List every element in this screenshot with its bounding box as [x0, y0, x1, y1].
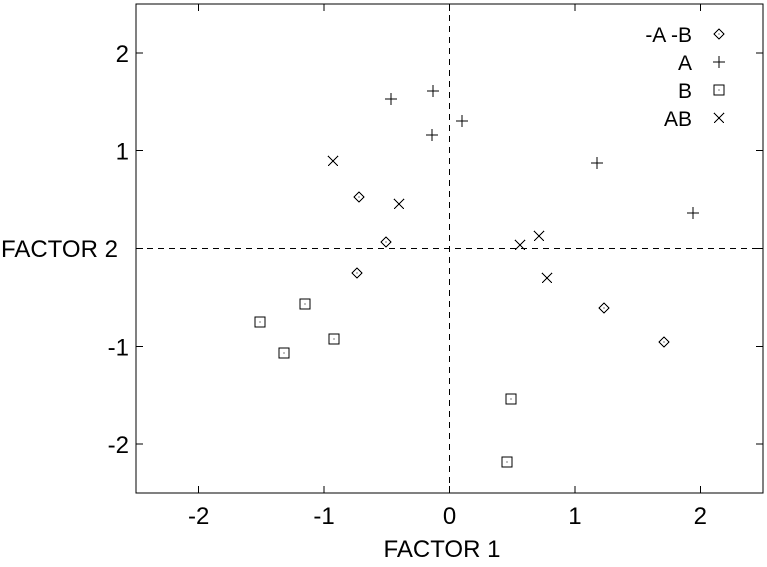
tick-marks — [136, 4, 763, 493]
plus-marker — [591, 157, 603, 169]
cross-marker — [713, 112, 725, 124]
cross-marker — [541, 272, 553, 284]
series-1-points — [351, 191, 670, 348]
diamond-dot-marker — [713, 28, 725, 40]
legend-label: B — [678, 80, 692, 103]
y-axis-tick-label: -2 — [108, 432, 129, 459]
diamond-dot-marker — [353, 191, 365, 203]
plus-marker — [427, 85, 439, 97]
legend: -A -B AB AB — [645, 24, 725, 131]
diamond-dot-marker — [598, 302, 610, 314]
y-axis-title: FACTOR 2 — [1, 236, 118, 263]
legend-label: AB — [664, 108, 692, 131]
square-dot-marker — [501, 456, 513, 468]
square-dot-marker — [505, 393, 517, 405]
series-4-points — [327, 155, 553, 284]
diamond-dot-marker — [380, 236, 392, 248]
cross-marker — [393, 198, 405, 210]
y-axis-tick-label: -1 — [108, 334, 129, 361]
x-axis-title: FACTOR 1 — [384, 536, 501, 563]
plus-marker — [426, 129, 438, 141]
cross-marker — [327, 155, 339, 167]
square-dot-marker — [328, 333, 340, 345]
cross-marker — [533, 230, 545, 242]
square-dot-marker — [713, 84, 725, 96]
diamond-dot-marker — [351, 267, 363, 279]
plus-marker — [385, 93, 397, 105]
series-3-points — [254, 298, 517, 468]
square-dot-marker — [254, 316, 266, 328]
x-axis-tick-label: 2 — [694, 503, 707, 530]
diamond-dot-marker — [658, 336, 670, 348]
plus-marker — [687, 207, 699, 219]
y-axis-tick-label: 2 — [116, 41, 129, 68]
series-2-points — [385, 85, 699, 219]
y-axis-tick-label: 1 — [116, 139, 129, 166]
plus-marker — [713, 56, 725, 68]
cross-marker — [514, 239, 526, 251]
x-axis-tick-label: 0 — [443, 503, 456, 530]
x-axis-tick-label: -1 — [313, 503, 334, 530]
x-axis-tick-label: 1 — [568, 503, 581, 530]
x-axis-tick-label: -2 — [188, 503, 209, 530]
square-dot-marker — [299, 298, 311, 310]
legend-label: A — [678, 52, 692, 75]
plus-marker — [456, 115, 468, 127]
legend-label: -A -B — [645, 24, 692, 47]
square-dot-marker — [278, 347, 290, 359]
